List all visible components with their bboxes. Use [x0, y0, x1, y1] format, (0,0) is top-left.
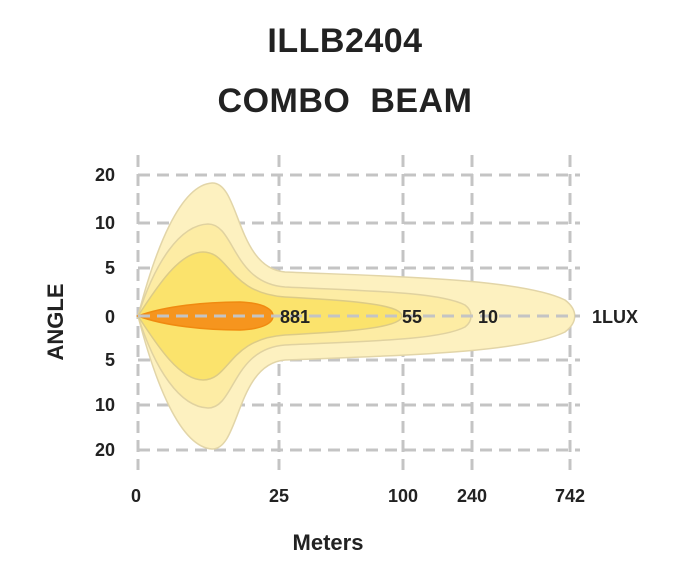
x-tick-label: 240: [457, 486, 487, 506]
y-axis-label: ANGLE: [43, 284, 68, 361]
x-tick-label: 25: [269, 486, 289, 506]
beam-areas: [135, 182, 580, 450]
chart-title: ILLB2404: [267, 22, 423, 60]
chart-subtitle: COMBO BEAM: [217, 82, 473, 120]
x-tick-label: 742: [555, 486, 585, 506]
x-axis-label: Meters: [293, 530, 364, 555]
series-label-10: 10: [478, 307, 498, 327]
y-tick-label: 10: [95, 213, 115, 233]
y-tick-label: 20: [95, 440, 115, 460]
series-label-55: 55: [402, 307, 422, 327]
y-tick-label: 0: [105, 307, 115, 327]
y-tick-label: 20: [95, 165, 115, 185]
x-tick-label: 0: [131, 486, 141, 506]
series-label-1lux: 1LUX: [592, 307, 638, 327]
x-tick-label: 100: [388, 486, 418, 506]
tick-labels: 1LUX 10 55 881 20 10 5 0 5 10 20 0 25 100 240 742: [95, 165, 638, 506]
y-tick-label: 10: [95, 395, 115, 415]
y-tick-label: 5: [105, 258, 115, 278]
series-label-881: 881: [280, 307, 310, 327]
y-tick-label: 5: [105, 350, 115, 370]
